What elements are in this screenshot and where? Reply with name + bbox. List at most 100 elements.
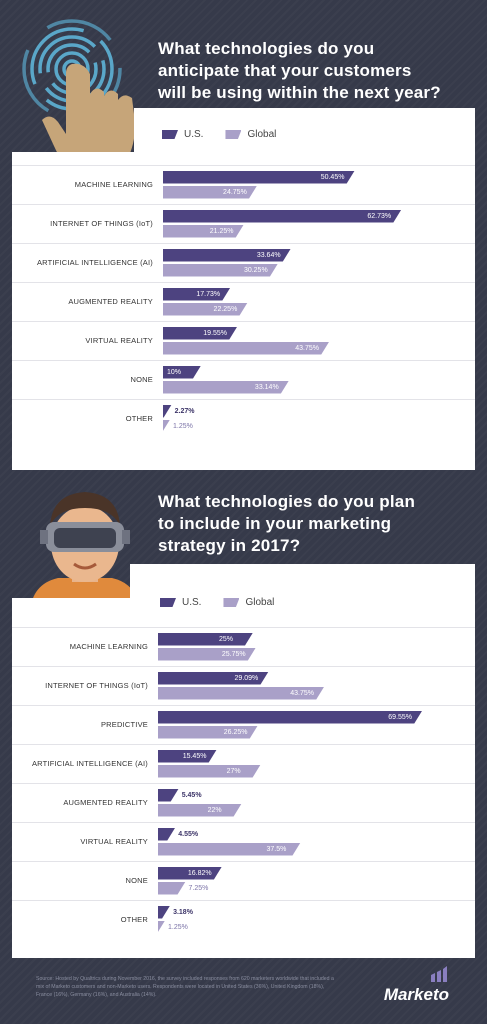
category-label: ARTIFICIAL INTELLIGENCE (AI) (31, 758, 148, 768)
bar-global (163, 264, 278, 277)
category-label: INTERNET OF THINGS (IoT) (45, 680, 148, 690)
chart-row (12, 744, 475, 783)
value-label-global: 30.25% (243, 266, 268, 274)
legend-global: Global (225, 129, 276, 140)
category-label: VIRTUAL REALITY (80, 836, 148, 846)
category-label: MACHINE LEARNING (74, 179, 153, 189)
bar-global (158, 843, 301, 856)
chart-row (12, 627, 475, 666)
source-note: Source: Hosted by Qualtrics during Novem… (36, 976, 334, 998)
category-label: OTHER (120, 914, 148, 924)
bar-global (158, 765, 261, 778)
section2-legend: U.S. Global (160, 597, 296, 608)
category-label: AUGMENTED REALITY (63, 797, 148, 807)
chart-row (12, 861, 475, 900)
section1-title: What technologies do you anticipate that… (158, 39, 441, 102)
chart-row (12, 243, 475, 282)
category-label: NONE (130, 374, 153, 384)
value-label-global: 43.75% (290, 689, 314, 697)
chart-row (12, 360, 475, 399)
chart-row (12, 165, 475, 204)
section2-title: What technologies do you plan to include… (158, 492, 416, 555)
value-label-global: 1.25% (173, 422, 193, 430)
bar-global (163, 342, 329, 355)
bar-us (158, 867, 222, 880)
value-label-us: 2.27% (174, 407, 195, 415)
bar-us (163, 171, 355, 184)
bar-us (158, 711, 422, 724)
category-label: ARTIFICIAL INTELLIGENCE (AI) (36, 257, 153, 267)
bar-us (158, 750, 217, 763)
value-label-global: 27% (226, 767, 241, 775)
bar-global (158, 804, 242, 817)
section2-chart: MACHINE LEARNING 25% 25.75% INTERNET OF THI… (12, 627, 475, 939)
category-label: INTERNET OF THINGS (IoT) (50, 218, 153, 228)
category-label: NONE (125, 875, 148, 885)
bar-us (163, 405, 172, 418)
marketo-bars-icon (431, 966, 447, 982)
chart-row (12, 321, 475, 360)
section2-panel: U.S. Global MACHINE LEARNING 25% 25.75% INT… (12, 564, 475, 958)
value-label-us: 29.09% (234, 674, 259, 682)
bar-us (158, 633, 253, 646)
legend-us: U.S. (160, 597, 201, 608)
bar-us (163, 327, 237, 340)
bar-global (163, 303, 248, 316)
value-label-us: 15.45% (182, 752, 207, 760)
chart-row (12, 822, 475, 861)
chart-row (12, 399, 475, 438)
value-label-us: 16.82% (187, 869, 212, 877)
category-label: VIRTUAL REALITY (85, 335, 153, 345)
section1-chart: MACHINE LEARNING 50.45% 24.75% INTERNET OF … (12, 165, 475, 455)
bar-global (163, 225, 244, 238)
value-label-us: 69.55% (388, 713, 413, 721)
bar-us (158, 672, 269, 685)
value-label-global: 25.75% (221, 650, 246, 658)
value-label-us: 5.45% (181, 791, 202, 799)
vr-headset-person-icon (30, 492, 140, 612)
value-label-global: 26.25% (223, 728, 248, 736)
value-label-global: 37.5% (266, 845, 287, 853)
chart-row (12, 900, 475, 939)
value-label-us: 25% (219, 635, 234, 643)
section1-legend: U.S. Global (162, 129, 298, 140)
value-label-global: 33.14% (254, 383, 279, 391)
value-label-global: 7.25% (188, 884, 209, 892)
marketo-logo: Marketo (383, 985, 449, 1004)
value-label-us: 19.55% (203, 329, 228, 337)
bar-global (158, 882, 186, 895)
value-label-global: 22.25% (213, 305, 238, 313)
bar-global (158, 648, 256, 661)
bar-us (163, 249, 291, 262)
category-label: AUGMENTED REALITY (68, 296, 153, 306)
value-label-global: 43.75% (295, 344, 319, 352)
bar-global (158, 687, 324, 700)
chart-row (12, 783, 475, 822)
value-label-us: 10% (167, 368, 182, 376)
category-label: OTHER (125, 413, 153, 423)
bar-global (163, 381, 289, 394)
chart-row (12, 204, 475, 243)
value-label-us: 3.18% (173, 908, 193, 916)
value-label-us: 33.64% (256, 251, 281, 259)
category-label: MACHINE LEARNING (69, 641, 148, 651)
value-label-global: 21.25% (209, 227, 234, 235)
bar-us (163, 288, 230, 301)
value-label-global: 1.25% (168, 923, 188, 931)
bar-global (163, 186, 257, 199)
bar-us (163, 366, 201, 379)
legend-us: U.S. (162, 129, 203, 140)
value-label-global: 22% (207, 806, 222, 814)
legend-global: Global (223, 597, 274, 608)
chart-row (12, 705, 475, 744)
value-label-us: 17.73% (196, 290, 221, 298)
section1-panel: U.S. Global MACHINE LEARNING 50.45% 24.75%… (12, 108, 475, 470)
value-label-us: 50.45% (320, 173, 345, 181)
chart-row (12, 282, 475, 321)
category-label: PREDICTIVE (100, 719, 148, 729)
value-label-us: 4.55% (178, 830, 199, 838)
value-label-us: 62.73% (367, 212, 392, 220)
bar-global (158, 726, 258, 739)
bar-us (163, 210, 401, 223)
chart-row (12, 666, 475, 705)
